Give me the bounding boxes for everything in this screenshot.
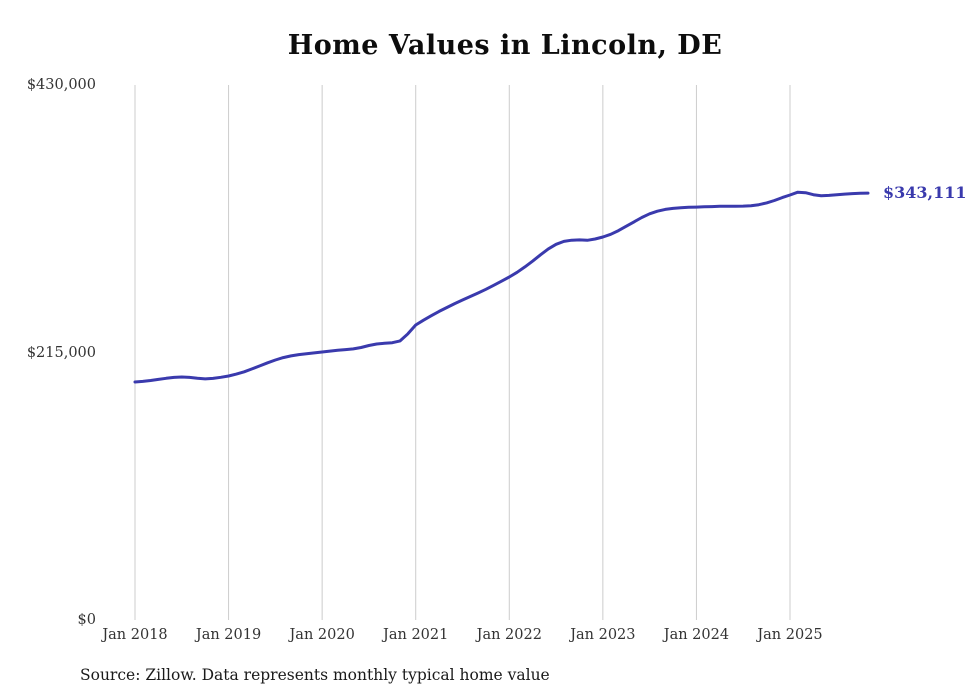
- source-note: Source: Zillow. Data represents monthly …: [80, 666, 550, 684]
- x-axis-tick-label: Jan 2021: [383, 627, 449, 643]
- end-value-label: $343,111: [882, 183, 967, 203]
- x-axis-tick-label: Jan 2024: [663, 627, 730, 643]
- value-line-group: [133, 190, 870, 384]
- chart-title: Home Values in Lincoln, DE: [287, 30, 723, 61]
- x-axis-tick-label: Jan 2019: [195, 627, 262, 643]
- x-axis-tick-label: Jan 2018: [102, 627, 168, 643]
- x-axis-tick-label: Jan 2022: [476, 627, 542, 643]
- year-gridlines: [134, 85, 791, 620]
- home-value-line: [133, 190, 870, 384]
- x-axis-tick-label: Jan 2025: [757, 627, 823, 643]
- x-axis-tick-label: Jan 2023: [570, 627, 636, 643]
- y-axis-tick-label: $215,000: [26, 344, 96, 361]
- x-axis-tick-label: Jan 2020: [289, 627, 355, 643]
- y-axis-tick-label: $0: [77, 612, 96, 628]
- y-axis-tick-label: $430,000: [26, 77, 96, 93]
